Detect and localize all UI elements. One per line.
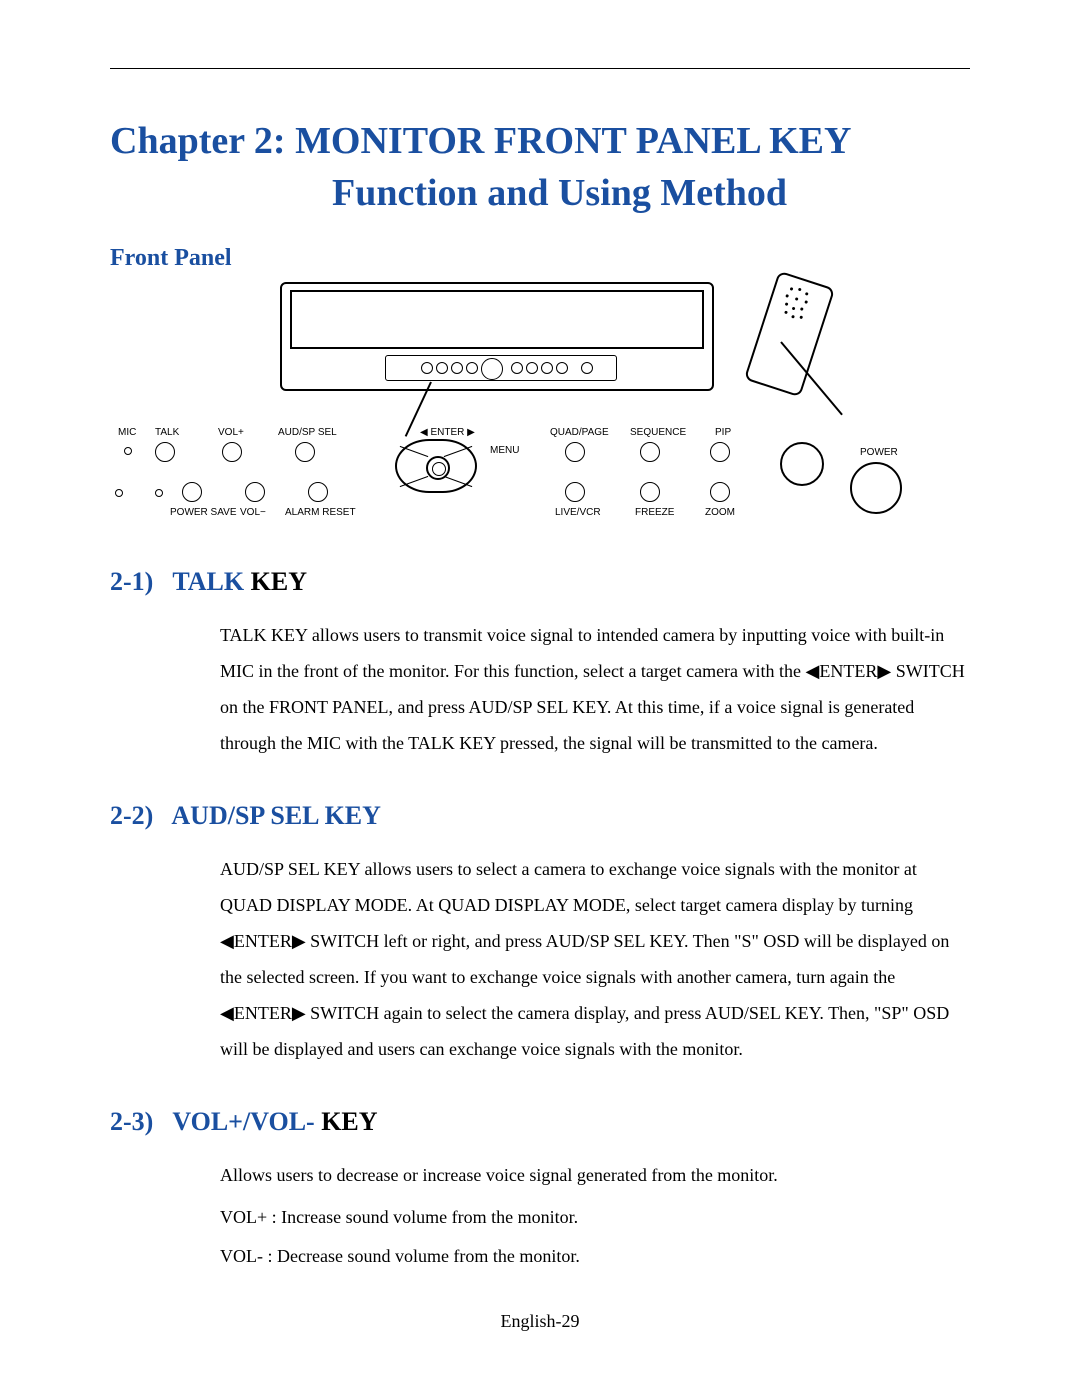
freeze-button[interactable] [640,482,660,502]
section-2-3-body-3: VOL- : Decrease sound volume from the mo… [220,1242,970,1271]
section-num: 2-3) [110,1107,153,1136]
label-pip: PIP [715,427,731,438]
section-title-blue: TALK [172,567,244,596]
label-zoom: ZOOM [705,507,735,518]
front-panel-heading: Front Panel [110,245,970,272]
label-audsp: AUD/SP SEL [278,427,337,438]
audsp-button[interactable] [295,442,315,462]
section-title-black: KEY [315,1107,378,1136]
section-2-3-heading: 2-3) VOL+/VOL- KEY [110,1107,970,1137]
label-live: LIVE/VCR [555,507,601,518]
section-title-blue: AUD/SP SEL KEY [171,801,381,830]
quad-button[interactable] [565,442,585,462]
label-mic: MIC [118,427,136,438]
section-2-1-body: TALK KEY allows users to transmit voice … [220,617,970,761]
label-talk: TALK [155,427,179,438]
volm-button[interactable] [245,482,265,502]
zoom-button[interactable] [710,482,730,502]
chapter-title-line1: Chapter 2: MONITOR FRONT PANEL KEY [110,119,970,163]
page-number: English-29 [110,1311,970,1332]
section-num: 2-1) [110,567,153,596]
label-volm: VOL− [240,507,266,518]
label-seq: SEQUENCE [630,427,686,438]
label-alarm: ALARM RESET [285,507,356,518]
front-panel-diagram: MIC TALK VOL+ AUD/SP SEL ◀ ENTER ▶ MENU … [110,282,970,527]
volp-button[interactable] [222,442,242,462]
power-button[interactable] [850,462,902,514]
section-2-3-body-2: VOL+ : Increase sound volume from the mo… [220,1203,970,1232]
led-1 [115,489,123,497]
label-power: POWER [860,447,898,458]
label-menu: MENU [490,445,519,456]
section-2-2-body: AUD/SP SEL KEY allows users to select a … [220,851,970,1067]
label-freeze: FREEZE [635,507,674,518]
chapter-title-line2: Function and Using Method [110,171,970,215]
seq-button[interactable] [640,442,660,462]
mic-hole [124,447,132,455]
section-title-blue: VOL+/VOL- [172,1107,314,1136]
enter-dial[interactable] [395,439,477,493]
section-2-3-body-1: Allows users to decrease or increase voi… [220,1157,970,1193]
section-num: 2-2) [110,801,153,830]
label-quad: QUAD/PAGE [550,427,609,438]
live-button[interactable] [565,482,585,502]
monitor-sketch [280,282,950,402]
powersave-button[interactable] [182,482,202,502]
section-2-2-heading: 2-2) AUD/SP SEL KEY [110,801,970,831]
led-2 [155,489,163,497]
ir-sensor [780,442,824,486]
panel-button-row: MIC TALK VOL+ AUD/SP SEL ◀ ENTER ▶ MENU … [110,417,970,527]
section-title-black: KEY [244,567,307,596]
label-enter: ◀ ENTER ▶ [420,427,475,438]
pip-button[interactable] [710,442,730,462]
talk-button[interactable] [155,442,175,462]
label-volp: VOL+ [218,427,244,438]
top-rule [110,68,970,69]
page: Chapter 2: MONITOR FRONT PANEL KEY Funct… [0,0,1080,1372]
alarm-button[interactable] [308,482,328,502]
section-2-1-heading: 2-1) TALK KEY [110,567,970,597]
label-powersave: POWER SAVE [170,507,237,518]
